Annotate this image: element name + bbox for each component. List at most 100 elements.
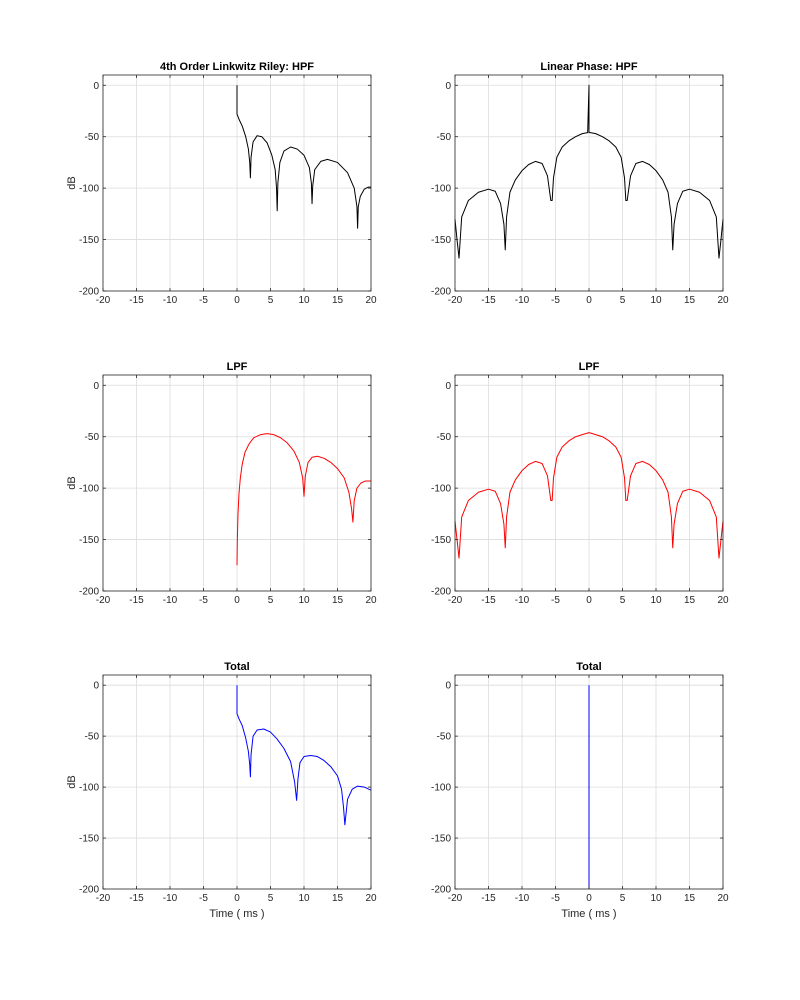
x-tick-label: -15 xyxy=(481,295,496,306)
x-axis-label: Time ( ms ) xyxy=(561,908,616,920)
y-tick-label: -50 xyxy=(85,432,100,443)
x-tick-label: 10 xyxy=(298,295,310,306)
x-tick-label: 5 xyxy=(620,595,626,606)
y-tick-label: -150 xyxy=(79,535,99,546)
x-tick-label: -20 xyxy=(96,595,111,606)
x-tick-label: -5 xyxy=(199,893,208,904)
y-tick-label: -100 xyxy=(79,484,99,495)
chart-title: 4th Order Linkwitz Riley: HPF xyxy=(160,61,314,73)
x-tick-label: 15 xyxy=(684,893,696,904)
y-axis-label: dB xyxy=(66,775,78,788)
y-tick-label: -150 xyxy=(431,235,451,246)
series-line-1 xyxy=(236,433,371,566)
x-tick-label: -10 xyxy=(515,595,530,606)
x-tick-label: 15 xyxy=(684,295,696,306)
chart-title: Linear Phase: HPF xyxy=(540,61,637,73)
y-tick-label: -200 xyxy=(79,287,99,298)
x-tick-label: 20 xyxy=(717,893,729,904)
series-line-1 xyxy=(236,85,371,229)
x-tick-label: 20 xyxy=(365,295,377,306)
x-tick-label: -20 xyxy=(448,595,463,606)
x-tick-label: -15 xyxy=(129,893,144,904)
x-tick-label: 20 xyxy=(365,893,377,904)
x-tick-label: -5 xyxy=(199,295,208,306)
x-tick-label: -15 xyxy=(481,893,496,904)
x-tick-label: 5 xyxy=(620,893,626,904)
x-tick-label: -20 xyxy=(96,893,111,904)
x-tick-label: -5 xyxy=(551,295,560,306)
x-tick-label: -10 xyxy=(163,893,178,904)
y-axis-label: dB xyxy=(66,476,78,489)
x-tick-label: 20 xyxy=(717,595,729,606)
y-tick-label: -50 xyxy=(85,132,100,143)
x-tick-label: 15 xyxy=(684,595,696,606)
x-tick-label: 10 xyxy=(650,893,662,904)
chart-panel-2: -20 -15 -10 -5 0 5 10 15 200-50-100-150-200Linea… xyxy=(431,61,729,306)
x-tick-label: 15 xyxy=(332,595,344,606)
y-tick-label: -100 xyxy=(431,184,451,195)
y-tick-label: 0 xyxy=(93,381,99,392)
y-tick-label: -50 xyxy=(437,732,452,743)
chart-title: LPF xyxy=(579,361,600,373)
x-tick-label: -10 xyxy=(515,295,530,306)
x-tick-label: 0 xyxy=(234,295,240,306)
y-tick-label: -150 xyxy=(79,834,99,845)
x-tick-label: 5 xyxy=(268,295,274,306)
x-tick-label: 0 xyxy=(234,595,240,606)
y-tick-label: -150 xyxy=(79,235,99,246)
y-tick-label: -100 xyxy=(431,783,451,794)
x-tick-label: -15 xyxy=(129,295,144,306)
x-tick-label: -5 xyxy=(551,595,560,606)
series-line-1 xyxy=(454,84,724,259)
y-tick-label: -200 xyxy=(431,885,451,896)
x-tick-label: -10 xyxy=(163,295,178,306)
y-tick-label: 0 xyxy=(445,681,451,692)
x-tick-label: 10 xyxy=(298,595,310,606)
y-tick-label: -200 xyxy=(431,287,451,298)
x-tick-label: -10 xyxy=(163,595,178,606)
x-tick-label: 5 xyxy=(268,595,274,606)
y-tick-label: -150 xyxy=(431,834,451,845)
x-tick-label: -20 xyxy=(96,295,111,306)
x-tick-label: -20 xyxy=(448,893,463,904)
x-tick-label: 10 xyxy=(650,295,662,306)
y-tick-label: -50 xyxy=(437,432,452,443)
x-tick-label: 15 xyxy=(332,893,344,904)
x-tick-label: 0 xyxy=(586,295,592,306)
x-tick-label: -15 xyxy=(129,595,144,606)
y-tick-label: -100 xyxy=(431,484,451,495)
x-tick-label: 0 xyxy=(586,595,592,606)
chart-title: LPF xyxy=(227,361,248,373)
chart-title: Total xyxy=(576,661,601,673)
x-tick-label: 10 xyxy=(650,595,662,606)
series-line-1 xyxy=(236,685,372,826)
y-tick-label: 0 xyxy=(445,81,451,92)
x-axis-label: Time ( ms ) xyxy=(209,908,264,920)
x-tick-label: -10 xyxy=(515,893,530,904)
y-axis-label: dB xyxy=(66,176,78,189)
y-tick-label: -200 xyxy=(431,587,451,598)
y-tick-label: 0 xyxy=(93,681,99,692)
x-tick-label: -15 xyxy=(481,595,496,606)
chart-title: Total xyxy=(224,661,249,673)
x-tick-label: 10 xyxy=(298,893,310,904)
y-tick-label: -200 xyxy=(79,885,99,896)
y-tick-label: -100 xyxy=(79,184,99,195)
x-tick-label: 5 xyxy=(620,295,626,306)
x-tick-label: -5 xyxy=(199,595,208,606)
y-tick-label: -150 xyxy=(431,535,451,546)
chart-panel-5: -20 -15 -10 -5 0 5 10 15 200-50-100-150-200Total… xyxy=(66,661,377,920)
y-tick-label: -50 xyxy=(85,732,100,743)
x-tick-label: 15 xyxy=(332,295,344,306)
y-tick-label: -100 xyxy=(79,783,99,794)
x-tick-label: 20 xyxy=(365,595,377,606)
x-tick-label: -5 xyxy=(551,893,560,904)
x-tick-label: 0 xyxy=(586,893,592,904)
y-tick-label: -200 xyxy=(79,587,99,598)
x-tick-label: 20 xyxy=(717,295,729,306)
series-line-1 xyxy=(454,432,724,559)
